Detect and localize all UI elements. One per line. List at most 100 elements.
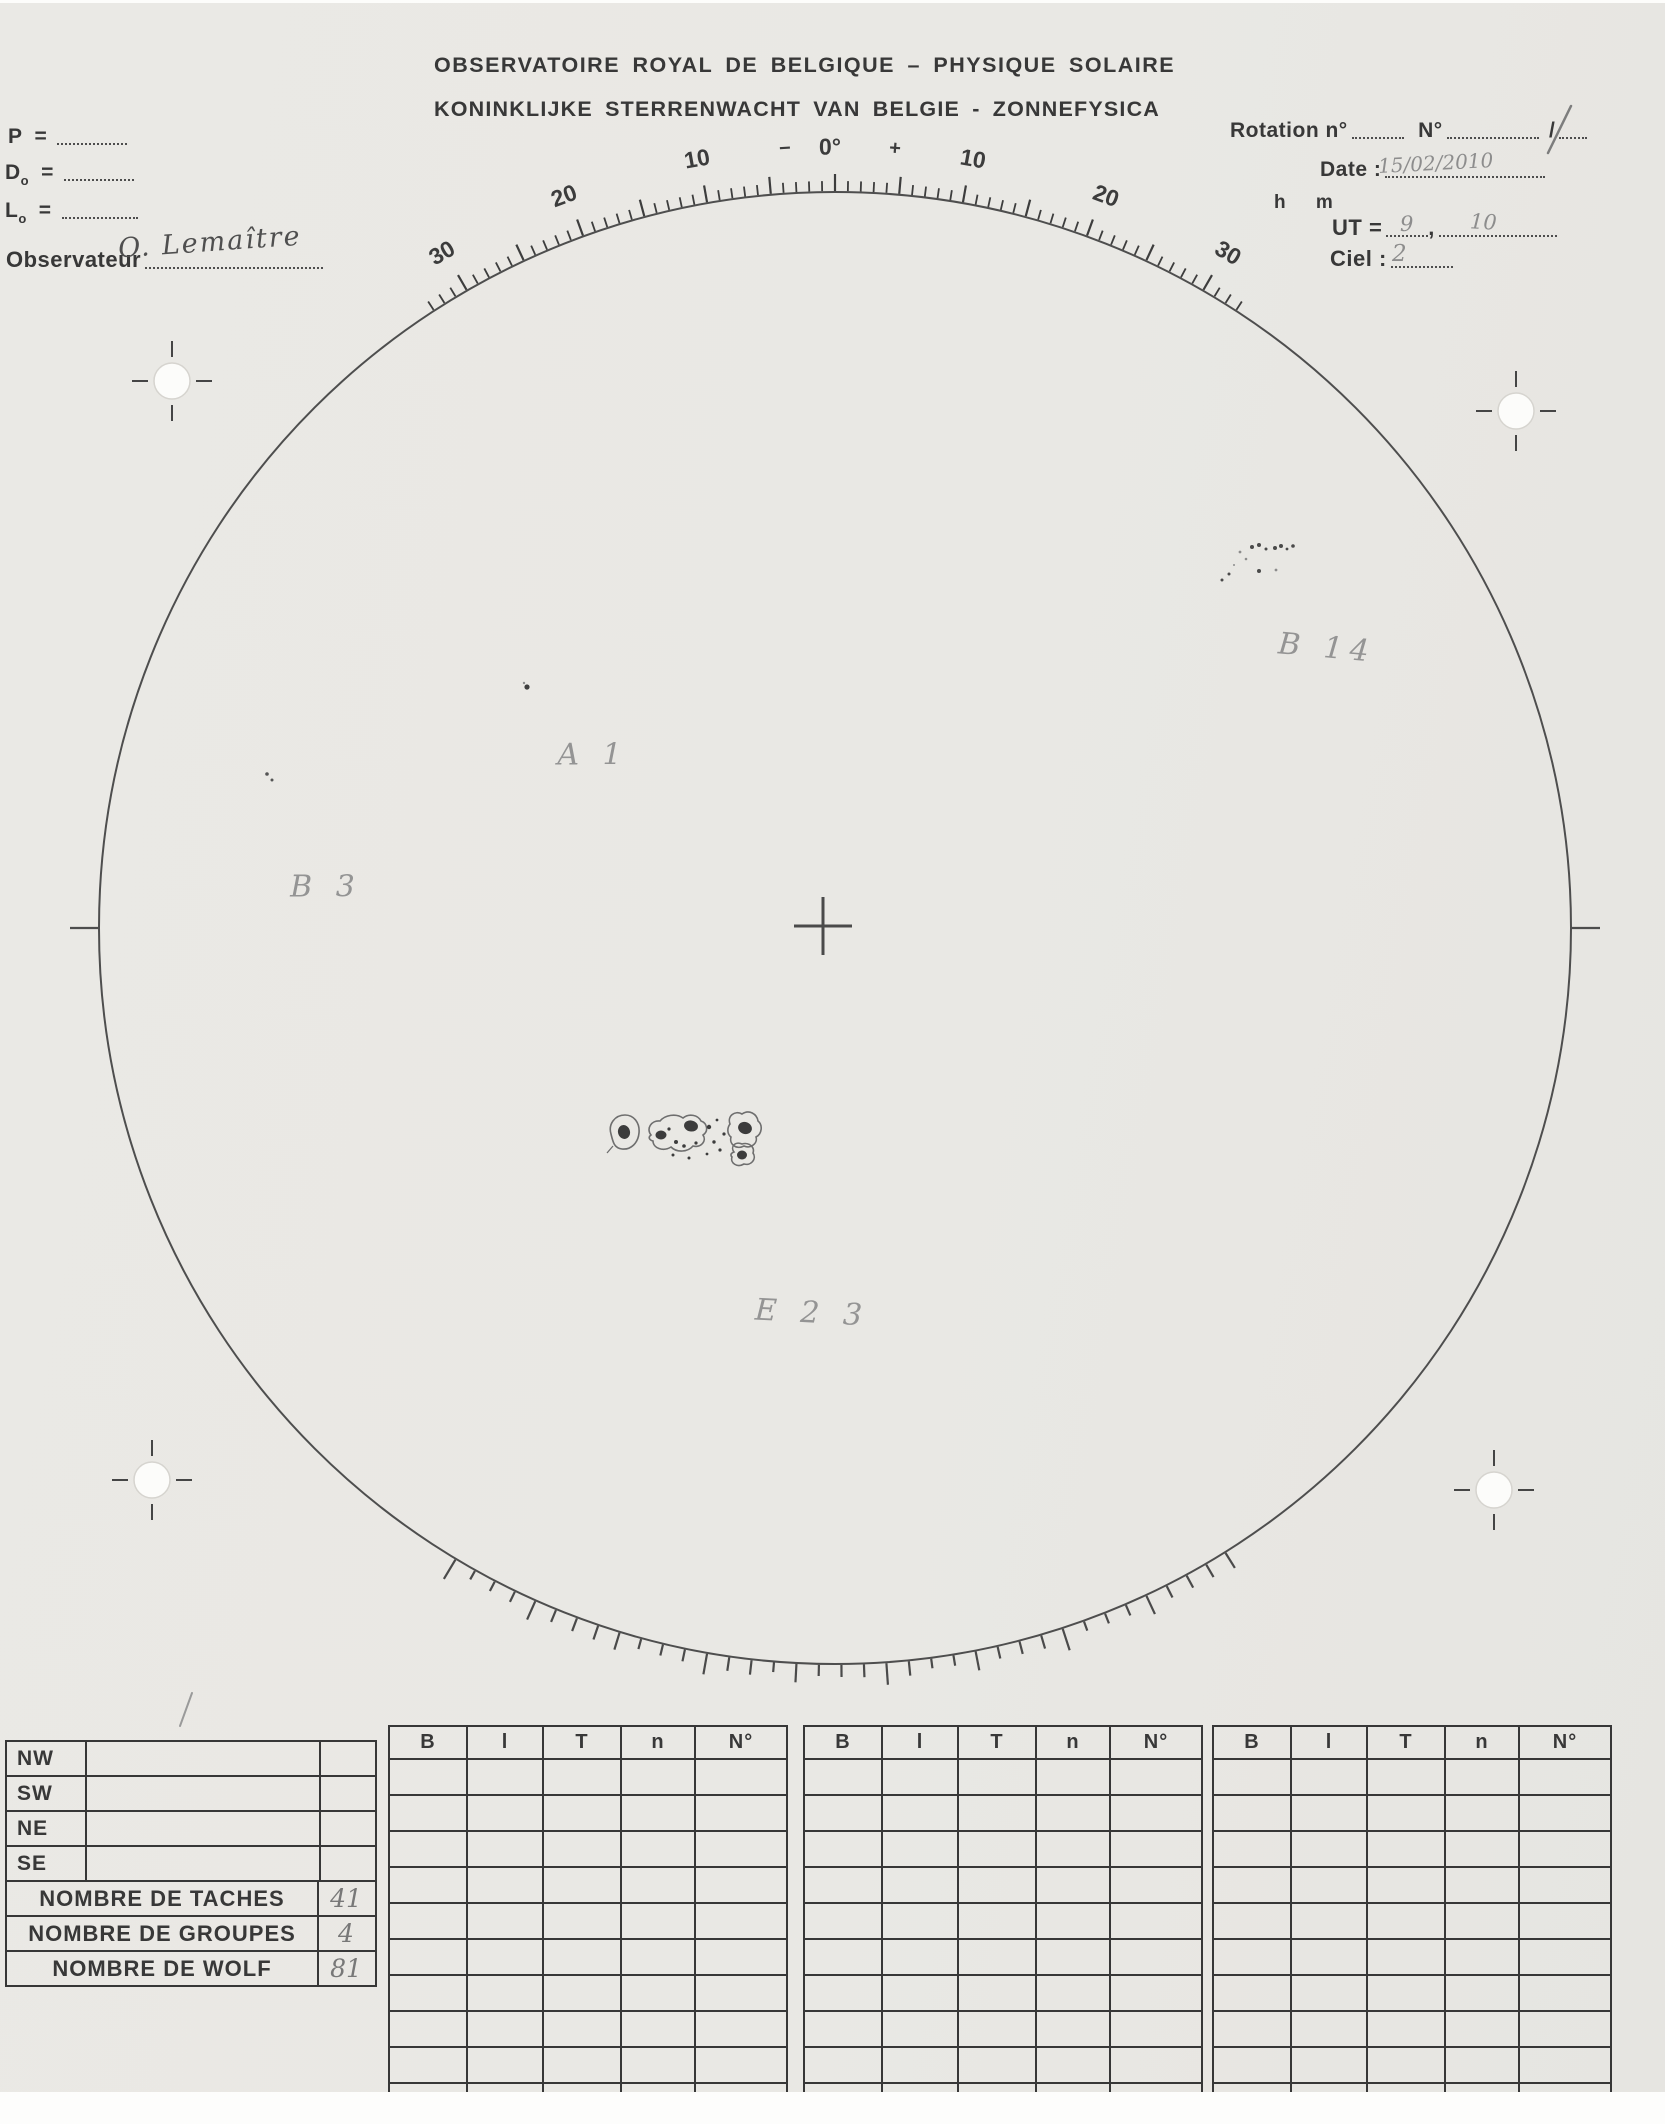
group-table-row — [1214, 1902, 1610, 1938]
table-cell — [1290, 1832, 1366, 1866]
table-cell — [542, 1940, 620, 1974]
tick-mark — [678, 197, 683, 208]
tick-mark — [872, 181, 875, 193]
summary-label: NOMBRE DE GROUPES — [28, 1920, 296, 1946]
tick-mark — [794, 1663, 798, 1683]
tick-mark — [1224, 1552, 1236, 1569]
table-cell — [694, 2012, 786, 2046]
dotted-line — [1390, 250, 1453, 268]
table-cell — [1444, 2084, 1518, 2092]
table-cell — [542, 2084, 620, 2092]
tick-mark — [923, 186, 927, 197]
table-cell — [957, 1976, 1035, 2010]
table-cell — [881, 2084, 957, 2092]
registration-mark — [133, 1461, 171, 1499]
rotation-label: Rotation n° — [1230, 119, 1348, 142]
tick-mark — [469, 1570, 476, 1580]
field-date: Date : — [1320, 158, 1546, 182]
table-cell — [881, 1760, 957, 1794]
column-header: B — [835, 1731, 851, 1753]
tick-mark — [1145, 244, 1155, 261]
table-cell — [957, 1832, 1035, 1866]
summary-value: 81 — [317, 1952, 373, 1985]
tick-mark — [681, 1649, 686, 1662]
summary-table: NW SW NE SE NOMBRE DE TACHES 41 NOMBRE DE GROU… — [5, 1740, 377, 1987]
tick-mark — [768, 176, 772, 194]
sunspot-group-e23-drawing — [606, 1111, 762, 1167]
minute-unit-label: m — [1315, 192, 1334, 213]
group-table-row — [390, 1758, 786, 1794]
quadrant-label: NE — [17, 1816, 49, 1840]
tick-mark — [726, 1657, 731, 1671]
table-cell — [1035, 1796, 1109, 1830]
table-cell — [1366, 1976, 1444, 2010]
handwritten-slash — [1546, 104, 1573, 155]
dotted-line — [63, 163, 134, 181]
table-cell — [1366, 2048, 1444, 2082]
table-cell — [620, 1940, 694, 1974]
summary-row: NOMBRE DE WOLF 81 — [7, 1950, 375, 1985]
ciel-label: Ciel : — [1330, 246, 1387, 271]
table-cell — [1518, 1760, 1610, 1794]
table-cell — [466, 2048, 542, 2082]
scan-background-strip — [0, 2092, 1665, 2124]
table-cell — [1109, 1976, 1201, 2010]
group-table-row — [1214, 1866, 1610, 1902]
handwritten-value: 41 — [330, 1884, 362, 1913]
observer-label: Observateur — [6, 247, 142, 272]
table-cell — [1109, 1904, 1201, 1938]
quadrant-extra-cell — [319, 1777, 375, 1810]
tick-mark — [530, 245, 537, 256]
tick-mark — [911, 184, 914, 196]
table-cell — [881, 2012, 957, 2046]
tick-mark — [1122, 240, 1128, 250]
quadrant-label: SE — [17, 1851, 48, 1875]
ut-comma: , — [1428, 215, 1435, 240]
table-cell — [1035, 1868, 1109, 1902]
tick-mark — [1110, 235, 1116, 246]
column-header: l — [1290, 1727, 1366, 1758]
table-cell — [1290, 1868, 1366, 1902]
table-cell — [620, 1796, 694, 1830]
group-table-row — [805, 2082, 1201, 2092]
tick-mark — [1213, 287, 1221, 297]
field-observer: Observateur — [6, 247, 324, 273]
table-cell — [694, 1904, 786, 1938]
field-l0: Lo = — [5, 199, 138, 226]
d0-label: D — [5, 161, 21, 184]
dotted-line — [1438, 219, 1557, 237]
tick-mark — [495, 262, 502, 272]
quadrant-count-cell — [85, 1847, 319, 1880]
table-cell — [620, 2012, 694, 2046]
table-cell — [1214, 1796, 1290, 1830]
table-cell — [694, 1832, 786, 1866]
group-table-row — [390, 2082, 786, 2092]
table-cell — [694, 1976, 786, 2010]
group-table-row — [1214, 1794, 1610, 1830]
table-cell — [1444, 1832, 1518, 1866]
table-cell — [881, 1868, 957, 1902]
tick-mark — [743, 186, 747, 197]
table-cell — [1290, 1904, 1366, 1938]
table-cell — [1290, 1940, 1366, 1974]
table-cell — [1109, 2084, 1201, 2092]
tick-mark — [1205, 1564, 1215, 1578]
table-cell — [1109, 1796, 1201, 1830]
column-header: B — [1244, 1731, 1260, 1753]
group-table-row — [390, 2010, 786, 2046]
table-cell — [805, 2012, 881, 2046]
paper-sheet: OBSERVATOIRE ROYAL DE BELGIQUE – PHYSIQU… — [0, 3, 1665, 2092]
table-cell — [1444, 2012, 1518, 2046]
group-label-a1: A 1 — [557, 737, 629, 773]
table-cell — [1444, 1796, 1518, 1830]
table-cell — [1290, 1760, 1366, 1794]
table-cell — [805, 1940, 881, 1974]
quadrant-label: SW — [17, 1781, 53, 1805]
table-cell — [466, 1904, 542, 1938]
tick-mark — [576, 219, 584, 236]
tick-mark — [691, 194, 696, 205]
tick-mark — [472, 274, 479, 284]
tick-mark — [1133, 245, 1140, 256]
group-table-row — [805, 1902, 1201, 1938]
